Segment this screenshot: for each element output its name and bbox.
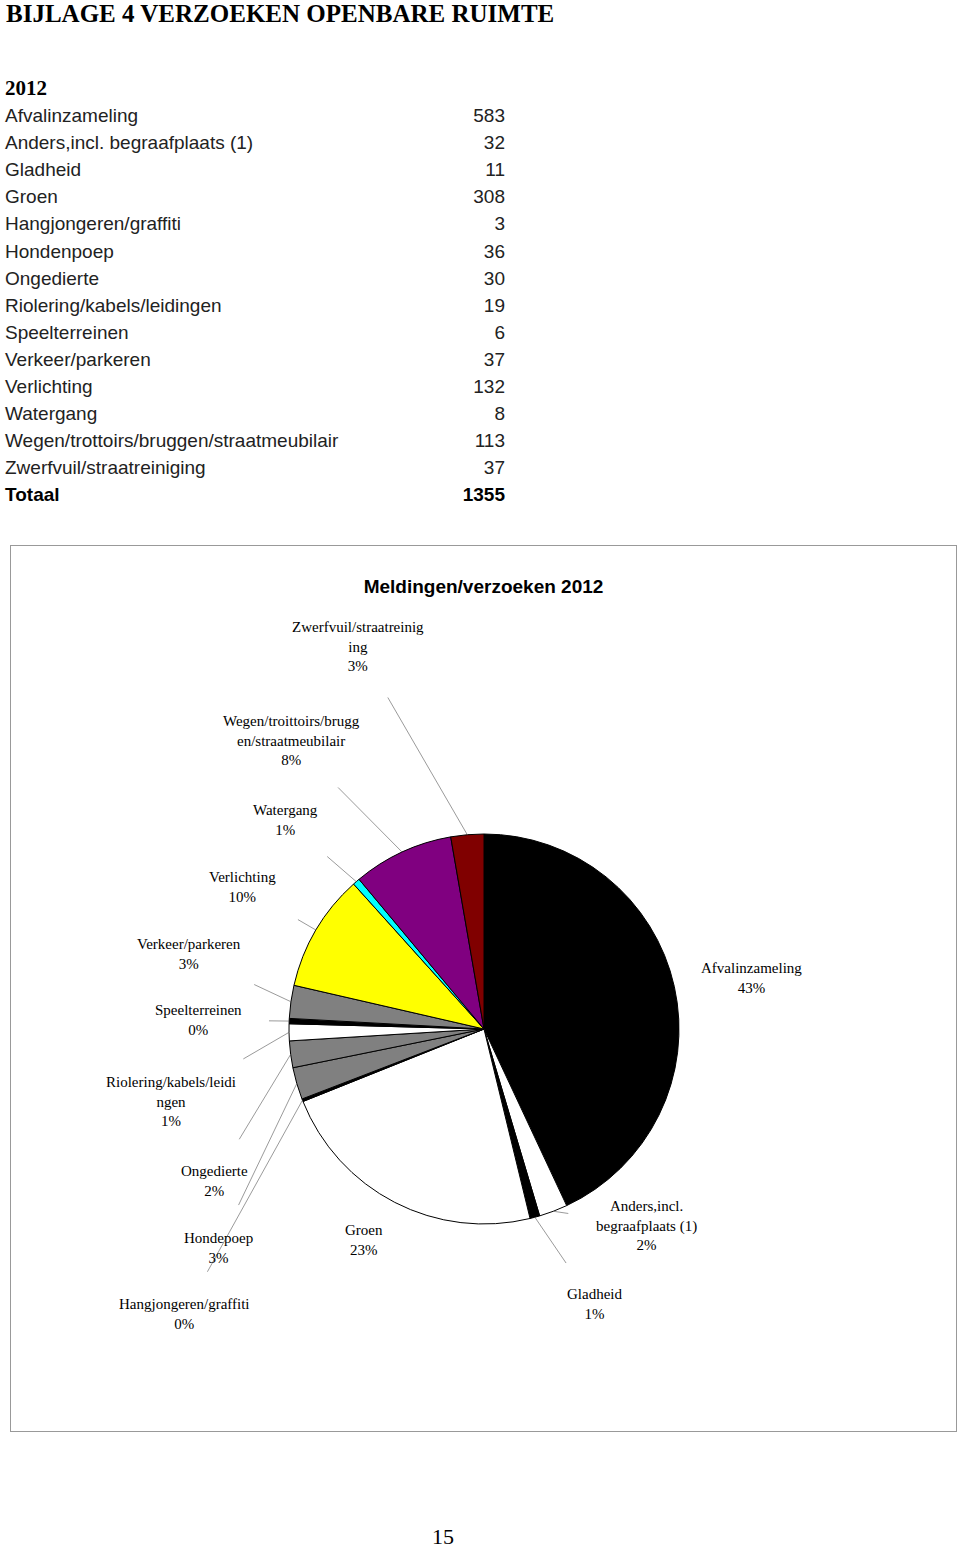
html-text:Afvalinzameling: Afvalinzameling xyxy=(5,105,139,126)
html-text:6: 6 xyxy=(494,321,505,343)
html-text:3: 3 xyxy=(494,213,505,235)
svg-text:Verkeer/parkeren3%: Verkeer/parkeren3% xyxy=(137,936,241,972)
html-text:Ongedierte: Ongedierte xyxy=(5,267,99,289)
svg-text:Riolering/kabels/leidingen1%: Riolering/kabels/leidingen1% xyxy=(106,1074,236,1129)
html-text:113: 113 xyxy=(474,430,505,452)
svg-text:Hondepoep3%: Hondepoep3% xyxy=(184,1230,253,1266)
html-text:Verlichting: Verlichting xyxy=(5,376,93,397)
svg-text:Gladheid1%: Gladheid1% xyxy=(567,1286,622,1322)
html-text:308: 308 xyxy=(473,186,505,208)
svg-text:Verlichting10%: Verlichting10% xyxy=(209,869,276,905)
svg-text:Zwerfvuil/straatreiniging3%: Zwerfvuil/straatreiniging3% xyxy=(292,619,424,674)
html-text:Verkeer/parkeren: Verkeer/parkeren xyxy=(5,348,151,370)
svg-text:Anders,incl.begraafplaats (1)2: Anders,incl.begraafplaats (1)2% xyxy=(596,1198,697,1253)
svg-text:Speelterreinen0%: Speelterreinen0% xyxy=(155,1002,242,1038)
html-text:11: 11 xyxy=(485,159,505,181)
html-text:36: 36 xyxy=(483,240,505,262)
html-text:Speelterreinen: Speelterreinen xyxy=(5,321,129,343)
svg-text:Hangjongeren/graffiti0%: Hangjongeren/graffiti0% xyxy=(119,1296,250,1332)
html-text:Wegen/trottoirs/bruggen/straat: Wegen/trottoirs/bruggen/straatmeubilair xyxy=(5,430,339,452)
html-text:Groen: Groen xyxy=(5,186,58,208)
html-text:15: 15 xyxy=(432,1524,454,1548)
svg-text:Watergang1%: Watergang1% xyxy=(253,802,318,838)
html-text:Hondenpoep: Hondenpoep xyxy=(5,240,114,262)
html-text:Watergang: Watergang xyxy=(5,403,98,425)
html-text:2012: 2012 xyxy=(5,76,47,100)
html-text:Hangjongeren/graffiti: Hangjongeren/graffiti xyxy=(5,213,181,235)
html-text:Totaal: Totaal xyxy=(5,484,60,506)
html-text:132: 132 xyxy=(473,376,505,397)
svg-text:Ongedierte2%: Ongedierte2% xyxy=(181,1163,248,1199)
html-text:37: 37 xyxy=(483,348,505,370)
html-text:1355: 1355 xyxy=(462,484,505,506)
html-text:19: 19 xyxy=(483,294,505,316)
svg-text:Wegen/troittoirs/bruggen/straa: Wegen/troittoirs/bruggen/straatmeubilair… xyxy=(223,713,360,768)
svg-text:Meldingen/verzoeken 2012: Meldingen/verzoeken 2012 xyxy=(364,576,604,597)
html-text:Riolering/kabels/leidingen: Riolering/kabels/leidingen xyxy=(5,294,222,316)
html-text:37: 37 xyxy=(483,457,505,479)
html-text:BIJLAGE 4 VERZOEKEN OPENBARE R: BIJLAGE 4 VERZOEKEN OPENBARE RUIMTE xyxy=(6,0,555,27)
svg-text:Groen23%: Groen23% xyxy=(345,1222,383,1258)
html-text:Gladheid: Gladheid xyxy=(5,159,82,181)
html-text:30: 30 xyxy=(483,267,505,289)
html-text:Anders,incl. begraafplaats (1): Anders,incl. begraafplaats (1) xyxy=(5,132,254,154)
html-text:583: 583 xyxy=(473,105,505,126)
html-text:Zwerfvuil/straatreiniging: Zwerfvuil/straatreiniging xyxy=(5,457,206,479)
html-text:8: 8 xyxy=(494,403,505,425)
svg-text:Afvalinzameling43%: Afvalinzameling43% xyxy=(701,960,802,996)
html-text:32: 32 xyxy=(483,132,505,154)
